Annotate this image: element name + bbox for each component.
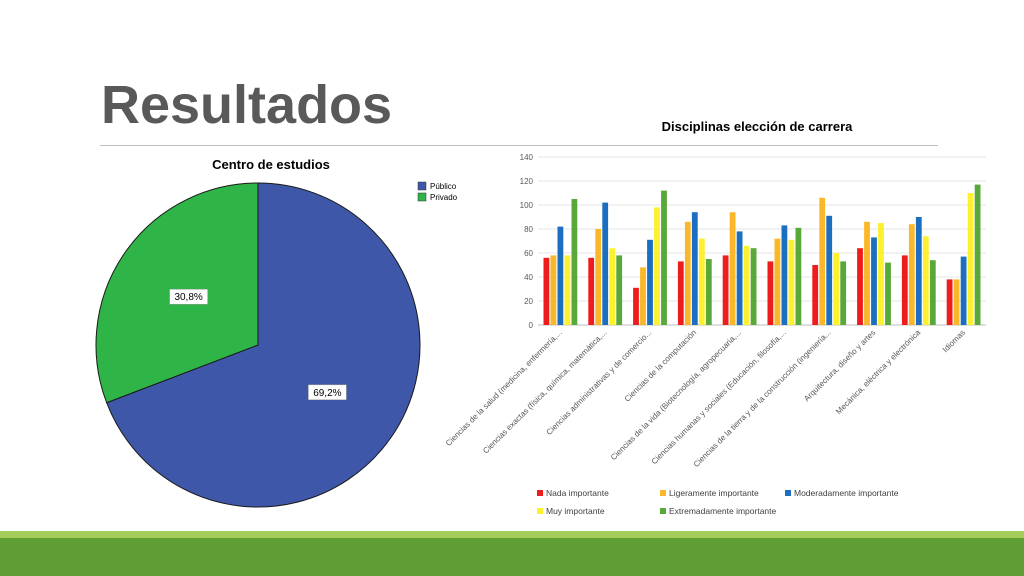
bar-legend-swatch [660,490,666,496]
bar [698,238,705,325]
bar-legend-label: Ligeramente importante [669,488,759,498]
footer-band-dark [0,538,1024,576]
bar-legend-label: Muy importante [546,506,605,516]
bar [915,217,922,325]
bar [819,197,826,325]
bar-legend-swatch [785,490,791,496]
bar [743,245,750,325]
x-tick-label: Ciencias de la vida (Biotecnología, agro… [609,328,743,462]
bar [736,231,743,325]
bar [857,248,863,325]
bar [602,202,609,325]
bar [967,193,974,325]
bar-legend-swatch [660,508,666,514]
x-tick-label: Arquitectura, diseño y artes [802,328,877,403]
y-tick-label: 20 [524,297,533,306]
x-tick-label: Ciencias de la salud (medicina, enfermer… [444,328,564,448]
pie-value-label-box [169,288,208,305]
pie-legend-label: Público [430,182,457,191]
bar-legend-swatch [537,508,543,514]
bar [864,221,870,325]
bar [974,184,981,325]
bar [901,255,908,325]
bar-legend-label: Extremadamente importante [669,506,777,516]
bar-chart-title: Disciplinas elección de carrera [662,119,854,134]
bar [571,199,578,325]
bar [840,261,847,325]
bar [595,229,602,325]
x-tick-label: Ciencias humanas y sociales (Educación, … [650,328,788,466]
bar [833,253,840,325]
title-divider [100,145,938,146]
pie-legend-swatch [417,181,427,191]
bar [550,255,557,325]
bar [705,259,712,325]
bar [616,255,623,325]
y-tick-label: 140 [520,153,534,162]
bar [684,221,691,325]
bar [557,226,564,325]
footer-band-light [0,531,1024,538]
bar [677,261,684,325]
bar [878,223,884,325]
bar [960,256,967,325]
y-tick-label: 100 [520,201,534,210]
bar [922,236,929,325]
bar [908,224,915,325]
x-tick-label: Ciencias de la tierra y de la construcci… [692,328,833,469]
bar [654,207,660,325]
x-tick-label: Mecánica, eléctrica y electrónica [834,328,922,416]
x-tick-label: Ciencias administrativas y de comercio..… [545,328,654,437]
bar [953,279,960,325]
bar [885,262,891,325]
bar-legend-label: Moderadamente importante [794,488,899,498]
bar [871,237,877,325]
bar [647,239,653,325]
slide-title: Resultados [101,75,393,135]
bar [750,248,757,325]
y-tick-label: 0 [529,321,534,330]
y-tick-label: 80 [524,225,533,234]
bar-legend-swatch [537,490,543,496]
bar [795,227,802,325]
bar [729,212,736,325]
bar [543,257,550,325]
x-tick-label: Ciencias de la computación [623,328,699,404]
x-tick-label: Idiomas [941,328,967,354]
y-tick-label: 40 [524,273,533,282]
pie-chart-title: Centro de estudios [212,157,330,172]
pie-value-label: 30,8% [174,292,202,303]
bar [788,239,795,325]
bar [564,255,571,325]
bar [767,261,774,325]
bar [633,287,639,325]
bar [774,238,781,325]
bar [812,265,819,325]
x-tick-label: Ciencias exactas (física, química, matem… [481,328,608,455]
bar-legend-label: Nada importante [546,488,609,498]
bar [946,279,953,325]
pie-legend-swatch [417,192,427,202]
bar [640,267,646,325]
bar [588,257,595,325]
bar [929,260,936,325]
y-tick-label: 120 [520,177,534,186]
bar [609,248,616,325]
bar [722,255,729,325]
pie-slice-privado [95,182,259,404]
pie-value-label-box [308,384,347,401]
y-tick-label: 60 [524,249,533,258]
bar [781,225,788,325]
pie-slice-publico [105,182,421,508]
pie-value-label: 69,2% [313,388,341,399]
bar [661,190,667,325]
bar [691,212,698,325]
bar [826,215,833,325]
pie-legend-label: Privado [430,193,458,202]
